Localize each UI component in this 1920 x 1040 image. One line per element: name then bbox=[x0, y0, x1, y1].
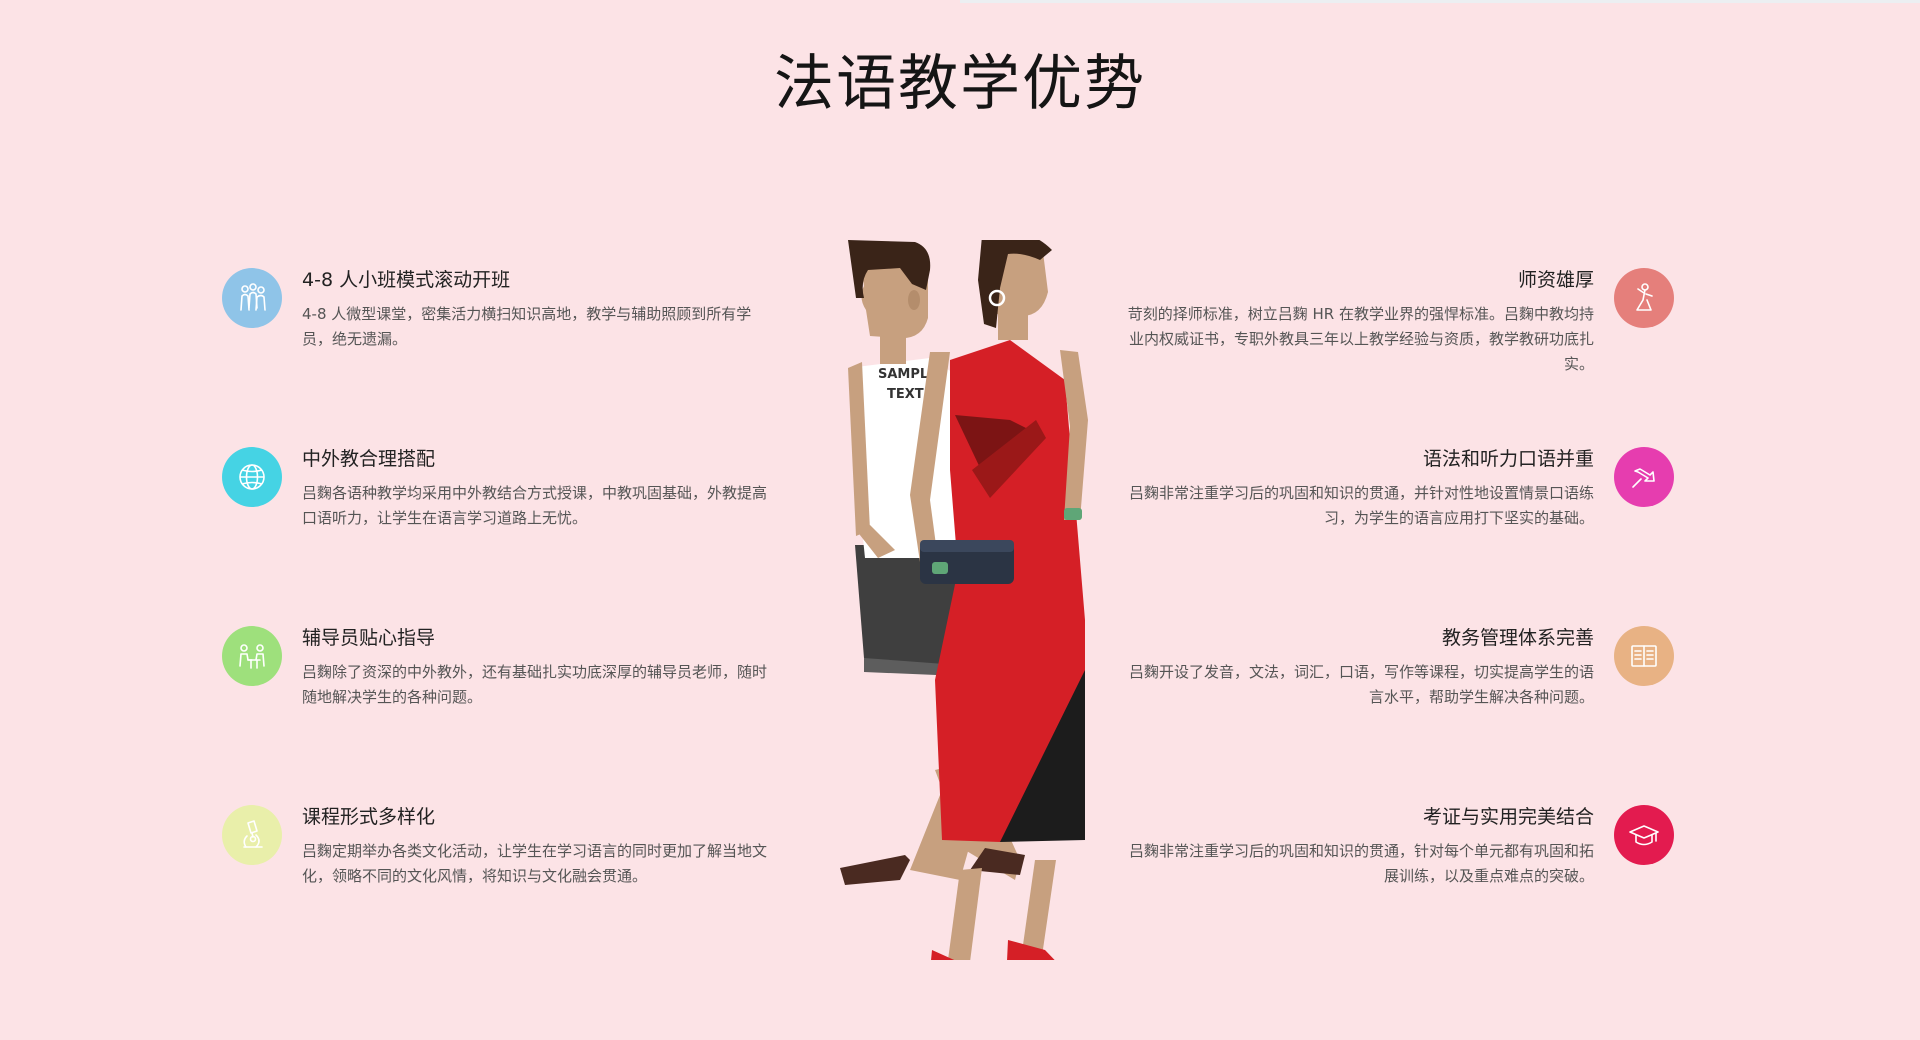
open-book-icon bbox=[1614, 626, 1674, 686]
couple-figure-svg: SAMPLE TEXT bbox=[840, 240, 1088, 960]
feature-description: 吕麴非常注重学习后的巩固和知识的贯通，针对每个单元都有巩固和拓展训练，以及重点难… bbox=[1128, 842, 1594, 885]
feature-title: 考证与实用完美结合 bbox=[1422, 806, 1594, 828]
shirt-text-line1: SAMPLE bbox=[878, 367, 937, 382]
feature-description: 苛刻的择师标准，树立吕麴 HR 在教学业界的强悍标准。吕麴中教均持业内权威证书，… bbox=[1127, 305, 1594, 373]
feature-description: 吕麴非常注重学习后的巩固和知识的贯通，并针对性地设置情景口语练习，为学生的语言应… bbox=[1128, 484, 1594, 527]
shirt-text-line2: TEXT bbox=[887, 387, 924, 402]
feature-description: 吕麴除了资深的中外教外，还有基础扎实功底深厚的辅导员老师，随时随地解决学生的各种… bbox=[302, 663, 768, 706]
feature-title: 4-8 人小班模式滚动开班 bbox=[302, 269, 511, 291]
couple-illustration: SAMPLE TEXT bbox=[760, 240, 1160, 960]
pushpin-icon bbox=[1614, 447, 1674, 507]
globe-icon bbox=[222, 447, 282, 507]
feature-description: 吕麴各语种教学均采用中外教结合方式授课，中教巩固基础，外教提高口语听力，让学生在… bbox=[302, 484, 768, 527]
feature-title: 辅导员贴心指导 bbox=[302, 627, 436, 649]
feature-title: 课程形式多样化 bbox=[302, 806, 436, 828]
top-strip bbox=[960, 0, 1920, 3]
page-title: 法语教学优势 bbox=[774, 49, 1146, 119]
feature-description: 吕麴定期举办各类文化活动，让学生在学习语言的同时更加了解当地文化，领略不同的文化… bbox=[302, 842, 768, 885]
teacher-icon bbox=[1614, 268, 1674, 328]
feature-description: 吕麴开设了发音，文法，词汇，口语，写作等课程，切实提高学生的语言水平，帮助学生解… bbox=[1128, 663, 1594, 706]
microscope-icon bbox=[222, 805, 282, 865]
tutoring-desk-icon bbox=[222, 626, 282, 686]
woman-figure bbox=[910, 240, 1088, 960]
group-people-icon bbox=[222, 268, 282, 328]
graduation-cap-icon bbox=[1614, 805, 1674, 865]
feature-title: 师资雄厚 bbox=[1517, 269, 1594, 291]
feature-description: 4-8 人微型课堂，密集活力横扫知识高地，教学与辅助照顾到所有学员，绝无遗漏。 bbox=[302, 305, 752, 348]
feature-title: 教务管理体系完善 bbox=[1441, 627, 1594, 649]
feature-title: 中外教合理搭配 bbox=[302, 448, 436, 470]
feature-title: 语法和听力口语并重 bbox=[1422, 448, 1594, 470]
